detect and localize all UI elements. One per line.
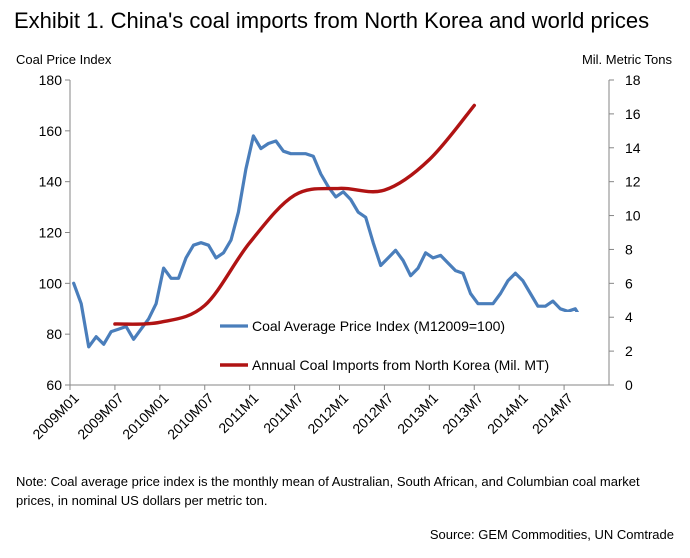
coal-imports-line (113, 103, 476, 326)
legend-label-price: Coal Average Price Index (M12009=100) (252, 318, 505, 334)
right-tick-label: 0 (625, 377, 633, 393)
right-tick-label: 10 (625, 208, 641, 224)
left-tick-label: 60 (46, 377, 62, 393)
right-axis-title: Mil. Metric Tons (581, 52, 672, 67)
chart-source: Source: GEM Commodities, UN Comtrade (429, 527, 674, 542)
legend-box (218, 312, 603, 380)
right-tick-label: 18 (625, 72, 641, 88)
left-tick-label: 100 (39, 275, 63, 291)
price-index-line (72, 134, 585, 349)
left-tick-label: 180 (39, 72, 63, 88)
right-tick-label: 2 (625, 343, 633, 359)
left-tick-label: 80 (46, 326, 62, 342)
right-tick-label: 12 (625, 174, 641, 190)
right-tick-label: 8 (625, 241, 633, 257)
x-tick-label: 2014M7 (529, 390, 576, 437)
right-tick-label: 4 (625, 309, 633, 325)
x-tick-label: 2011M7 (260, 390, 307, 437)
x-tick-label: 2010M07 (164, 390, 217, 443)
chart-title: Exhibit 1. China's coal imports from Nor… (14, 8, 650, 33)
x-tick-label: 2010M01 (119, 390, 172, 443)
x-tick-label: 2009M07 (74, 390, 127, 443)
left-tick-label: 120 (39, 225, 63, 241)
left-tick-label: 140 (39, 174, 63, 190)
legend-label-imports: Annual Coal Imports from North Korea (Mi… (252, 357, 549, 373)
right-tick-label: 14 (625, 140, 641, 156)
x-tick-label: 2013M7 (439, 390, 486, 437)
right-tick-label: 6 (625, 275, 633, 291)
chart-note: Note: Coal average price index is the mo… (16, 474, 640, 508)
x-tick-label: 2011M1 (215, 390, 262, 437)
x-tick-label: 2012M1 (304, 390, 351, 437)
x-tick-label: 2012M7 (349, 390, 396, 437)
x-tick-label: 2009M01 (29, 390, 82, 443)
left-tick-label: 160 (39, 123, 63, 139)
x-tick-label: 2014M1 (484, 390, 531, 437)
right-tick-label: 16 (625, 106, 641, 122)
left-axis-title: Coal Price Index (16, 52, 112, 67)
x-tick-label: 2013M1 (394, 390, 441, 437)
